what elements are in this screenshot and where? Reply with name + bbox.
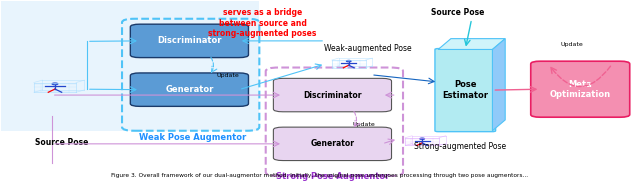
Text: Update: Update: [216, 73, 239, 78]
FancyBboxPatch shape: [1, 1, 259, 131]
FancyBboxPatch shape: [273, 78, 392, 112]
Text: Discriminator: Discriminator: [157, 36, 221, 45]
Text: Strong-augmented Pose: Strong-augmented Pose: [415, 142, 506, 151]
Text: Source Pose: Source Pose: [431, 8, 484, 17]
FancyBboxPatch shape: [435, 48, 495, 132]
Text: Weak-augmented Pose: Weak-augmented Pose: [324, 44, 412, 53]
Text: Source Pose: Source Pose: [35, 138, 88, 147]
Text: Generator: Generator: [165, 85, 214, 94]
Text: Discriminator: Discriminator: [303, 91, 362, 100]
Text: Figure 3. Overall framework of our dual-augmentor method. Initially, the origina: Figure 3. Overall framework of our dual-…: [111, 173, 529, 178]
Text: Weak Pose Augmentor: Weak Pose Augmentor: [139, 132, 246, 142]
FancyBboxPatch shape: [131, 24, 248, 58]
FancyBboxPatch shape: [273, 127, 392, 160]
Polygon shape: [492, 39, 505, 131]
Text: serves as a bridge
between source and
strong-augmented poses: serves as a bridge between source and st…: [209, 8, 317, 38]
Polygon shape: [438, 39, 505, 49]
Text: Strong Pose Augmentor: Strong Pose Augmentor: [276, 172, 390, 181]
Text: Update: Update: [561, 42, 584, 47]
Text: Update: Update: [352, 122, 375, 127]
FancyBboxPatch shape: [531, 61, 630, 117]
Text: Generator: Generator: [310, 139, 355, 148]
Text: Meta
Optimization: Meta Optimization: [550, 79, 611, 99]
FancyBboxPatch shape: [131, 73, 248, 106]
Text: Pose
Estimator: Pose Estimator: [442, 80, 488, 100]
